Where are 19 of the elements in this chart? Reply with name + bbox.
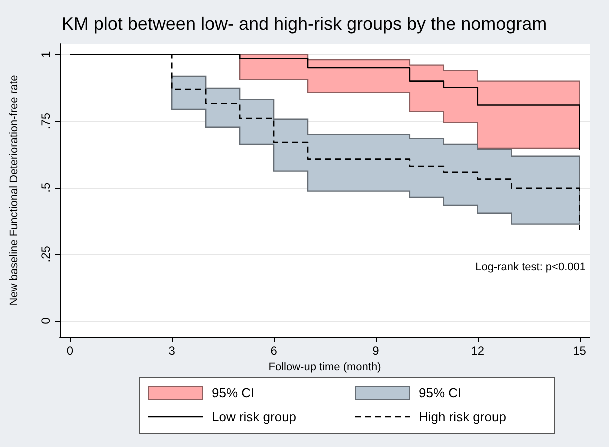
x-axis-title: Follow-up time (month) xyxy=(268,361,382,374)
x-tick-label: 9 xyxy=(372,344,380,358)
annotation: Log-rank test: p<0.001 xyxy=(476,262,586,274)
y-tick-label: .75 xyxy=(39,112,53,130)
y-axis-title: New baseline Functional Deterioration-free rate xyxy=(8,75,20,306)
y-tick-label: .25 xyxy=(39,246,53,263)
y-tick-label: .5 xyxy=(39,182,53,193)
legend-label: Low risk group xyxy=(212,410,297,424)
chart-title: KM plot between low- and high-risk groups by the nomogram xyxy=(62,14,548,34)
text: 95% CI xyxy=(419,386,462,400)
x-tick-label: 15 xyxy=(573,344,587,358)
text: 95% CI xyxy=(212,386,255,400)
legend-label: High risk group xyxy=(419,410,506,424)
y-tick-label: 0 xyxy=(39,317,53,324)
x-tick-label: 3 xyxy=(168,344,176,358)
x-tick-label: 6 xyxy=(270,344,278,358)
x-tick-label: 12 xyxy=(471,344,485,358)
x-tick-label: 0 xyxy=(66,344,74,358)
y-tick-label: 1 xyxy=(39,51,53,58)
